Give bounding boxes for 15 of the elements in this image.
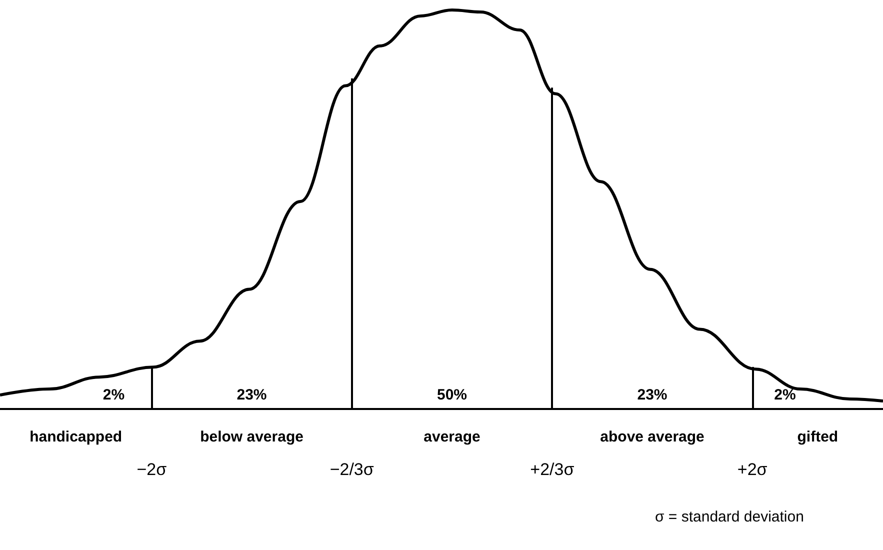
x-tick-label: +2/3σ xyxy=(530,460,575,479)
annotation: 23% xyxy=(236,386,267,404)
text: σ = standard deviation xyxy=(655,508,804,526)
text: gifted xyxy=(797,428,838,446)
annotation: 50% xyxy=(436,386,468,404)
x-tick-label: −2σ xyxy=(136,460,168,479)
text: below average xyxy=(200,428,304,446)
x-tick-label: −2/3σ xyxy=(330,460,374,479)
text: handicapped xyxy=(30,428,122,446)
annotation: 2% xyxy=(102,386,125,404)
x-tick-label: +2σ xyxy=(737,460,768,479)
text: average xyxy=(424,428,480,446)
annotation: 23% xyxy=(637,386,668,404)
annotation: 2% xyxy=(774,386,796,404)
text: above average xyxy=(600,428,704,446)
